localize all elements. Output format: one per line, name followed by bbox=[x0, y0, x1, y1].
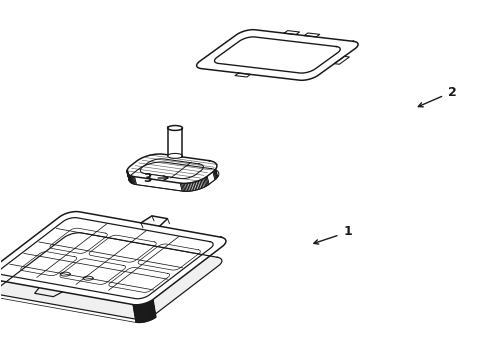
Polygon shape bbox=[214, 37, 340, 73]
Text: 1: 1 bbox=[343, 225, 351, 238]
Text: 3: 3 bbox=[143, 171, 151, 185]
Polygon shape bbox=[127, 154, 216, 183]
Polygon shape bbox=[196, 30, 357, 80]
Text: 2: 2 bbox=[447, 86, 456, 99]
Polygon shape bbox=[0, 212, 225, 305]
Polygon shape bbox=[167, 153, 182, 158]
Polygon shape bbox=[0, 233, 222, 319]
